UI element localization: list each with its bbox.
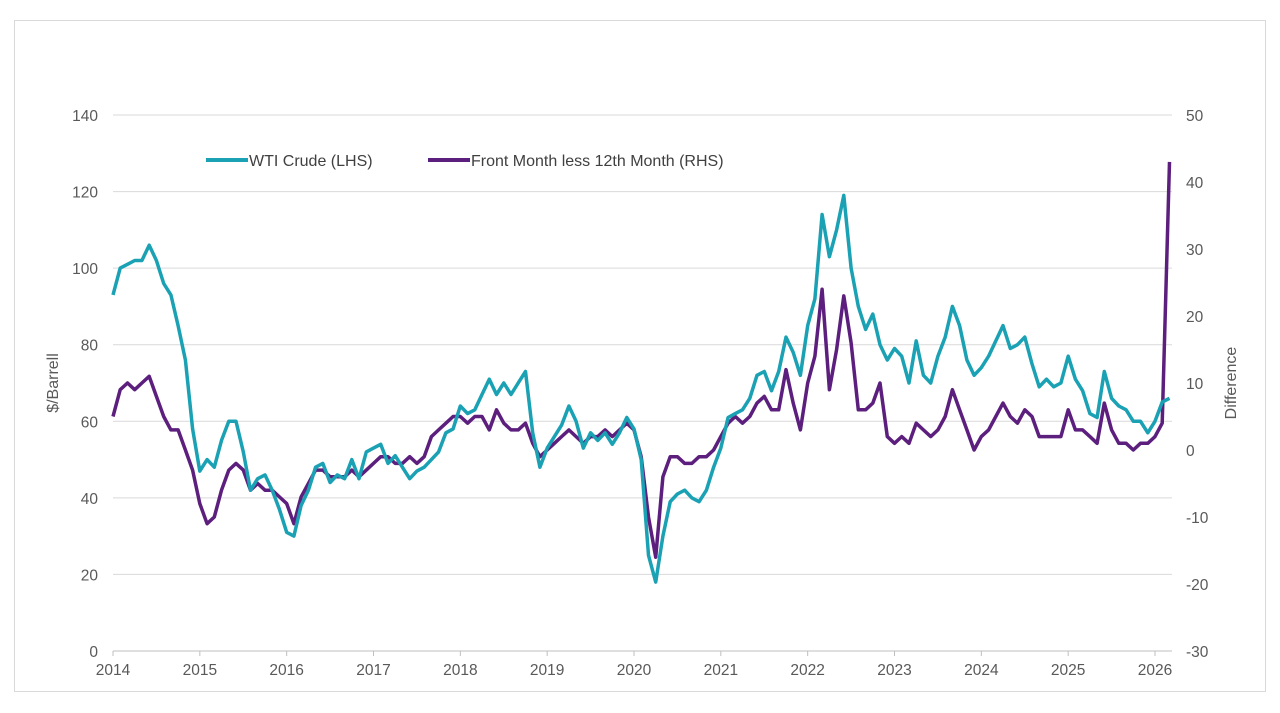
x-tick-label: 2019	[530, 662, 564, 679]
y-tick-label: 20	[81, 567, 99, 584]
legend-label-spread: Front Month less 12th Month (RHS)	[471, 153, 724, 170]
chart-frame	[14, 20, 1266, 692]
legend-label-wti: WTI Crude (LHS)	[249, 153, 373, 170]
x-axis-ticks: 2014 2015 2016 2017 2018 2019 2020 2021 2022 2023…	[96, 651, 1172, 679]
y-tick-label: 40	[81, 491, 99, 508]
y2-axis-ticks: -30 -20 -10 0 10 20 30 40 50	[1186, 108, 1209, 661]
x-tick-label: 2020	[617, 662, 652, 679]
y2-tick-label: 30	[1186, 242, 1204, 259]
x-tick-label: 2022	[790, 662, 824, 679]
x-tick-label: 2015	[183, 662, 217, 679]
y-axis-ticks: 0 20 40 60 80 100 120 140	[72, 108, 98, 661]
y-axis-label: $/Barrell	[45, 353, 62, 413]
y2-tick-label: -30	[1186, 644, 1209, 661]
y-tick-label: 60	[81, 414, 99, 431]
y-tick-label: 140	[72, 108, 98, 125]
x-tick-label: 2024	[964, 662, 999, 679]
y2-tick-label: 10	[1186, 376, 1204, 393]
y2-tick-label: 20	[1186, 309, 1204, 326]
y2-tick-label: 0	[1186, 443, 1195, 460]
y2-tick-label: -20	[1186, 577, 1209, 594]
x-tick-label: 2016	[269, 662, 303, 679]
x-tick-label: 2021	[704, 662, 738, 679]
x-tick-label: 2014	[96, 662, 131, 679]
y2-tick-label: 50	[1186, 108, 1204, 125]
x-tick-label: 2018	[443, 662, 477, 679]
y-tick-label: 120	[72, 185, 98, 202]
gridlines	[113, 114, 1172, 652]
series-line-wti	[111, 193, 1171, 584]
x-tick-label: 2017	[356, 662, 390, 679]
y2-axis-label: Difference	[1223, 347, 1240, 420]
y-tick-label: 100	[72, 261, 98, 278]
x-tick-label: 2026	[1138, 662, 1172, 679]
legend: WTI Crude (LHS) Front Month less 12th Mo…	[206, 153, 724, 170]
y-tick-label: 80	[81, 338, 99, 355]
x-tick-label: 2023	[877, 662, 911, 679]
y2-tick-label: 40	[1186, 175, 1204, 192]
y2-tick-label: -10	[1186, 510, 1209, 527]
y-tick-label: 0	[89, 644, 98, 661]
x-tick-label: 2025	[1051, 662, 1085, 679]
series-lines	[111, 161, 1172, 584]
